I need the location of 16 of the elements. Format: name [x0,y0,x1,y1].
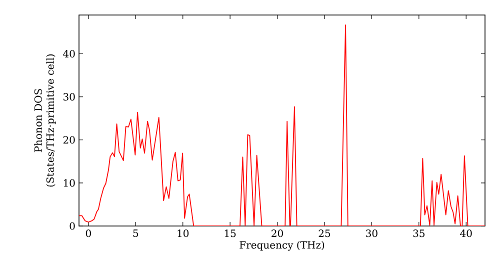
y-axis-title: Phonon DOS (States/THz·primitive cell) [34,54,56,187]
x-tick-label: 25 [318,230,330,238]
y-tick-label: 10 [64,179,75,187]
y-tick-label: 40 [63,50,75,58]
x-tick-label: 5 [133,230,138,237]
x-axis-title: Frequency (THz) [240,240,324,251]
x-tick-label: 0 [86,230,91,238]
x-tick-label: 20 [272,230,283,238]
x-tick-label: 15 [224,230,236,238]
y-tick-label: 0 [70,222,75,230]
x-tick-label: 10 [178,230,189,238]
x-tick-label: 30 [366,230,378,238]
x-tick-label: 40 [460,230,472,238]
y-tick-label: 30 [64,93,75,101]
y-tick-label: 20 [63,136,75,144]
x-tick-label: 35 [413,230,425,238]
